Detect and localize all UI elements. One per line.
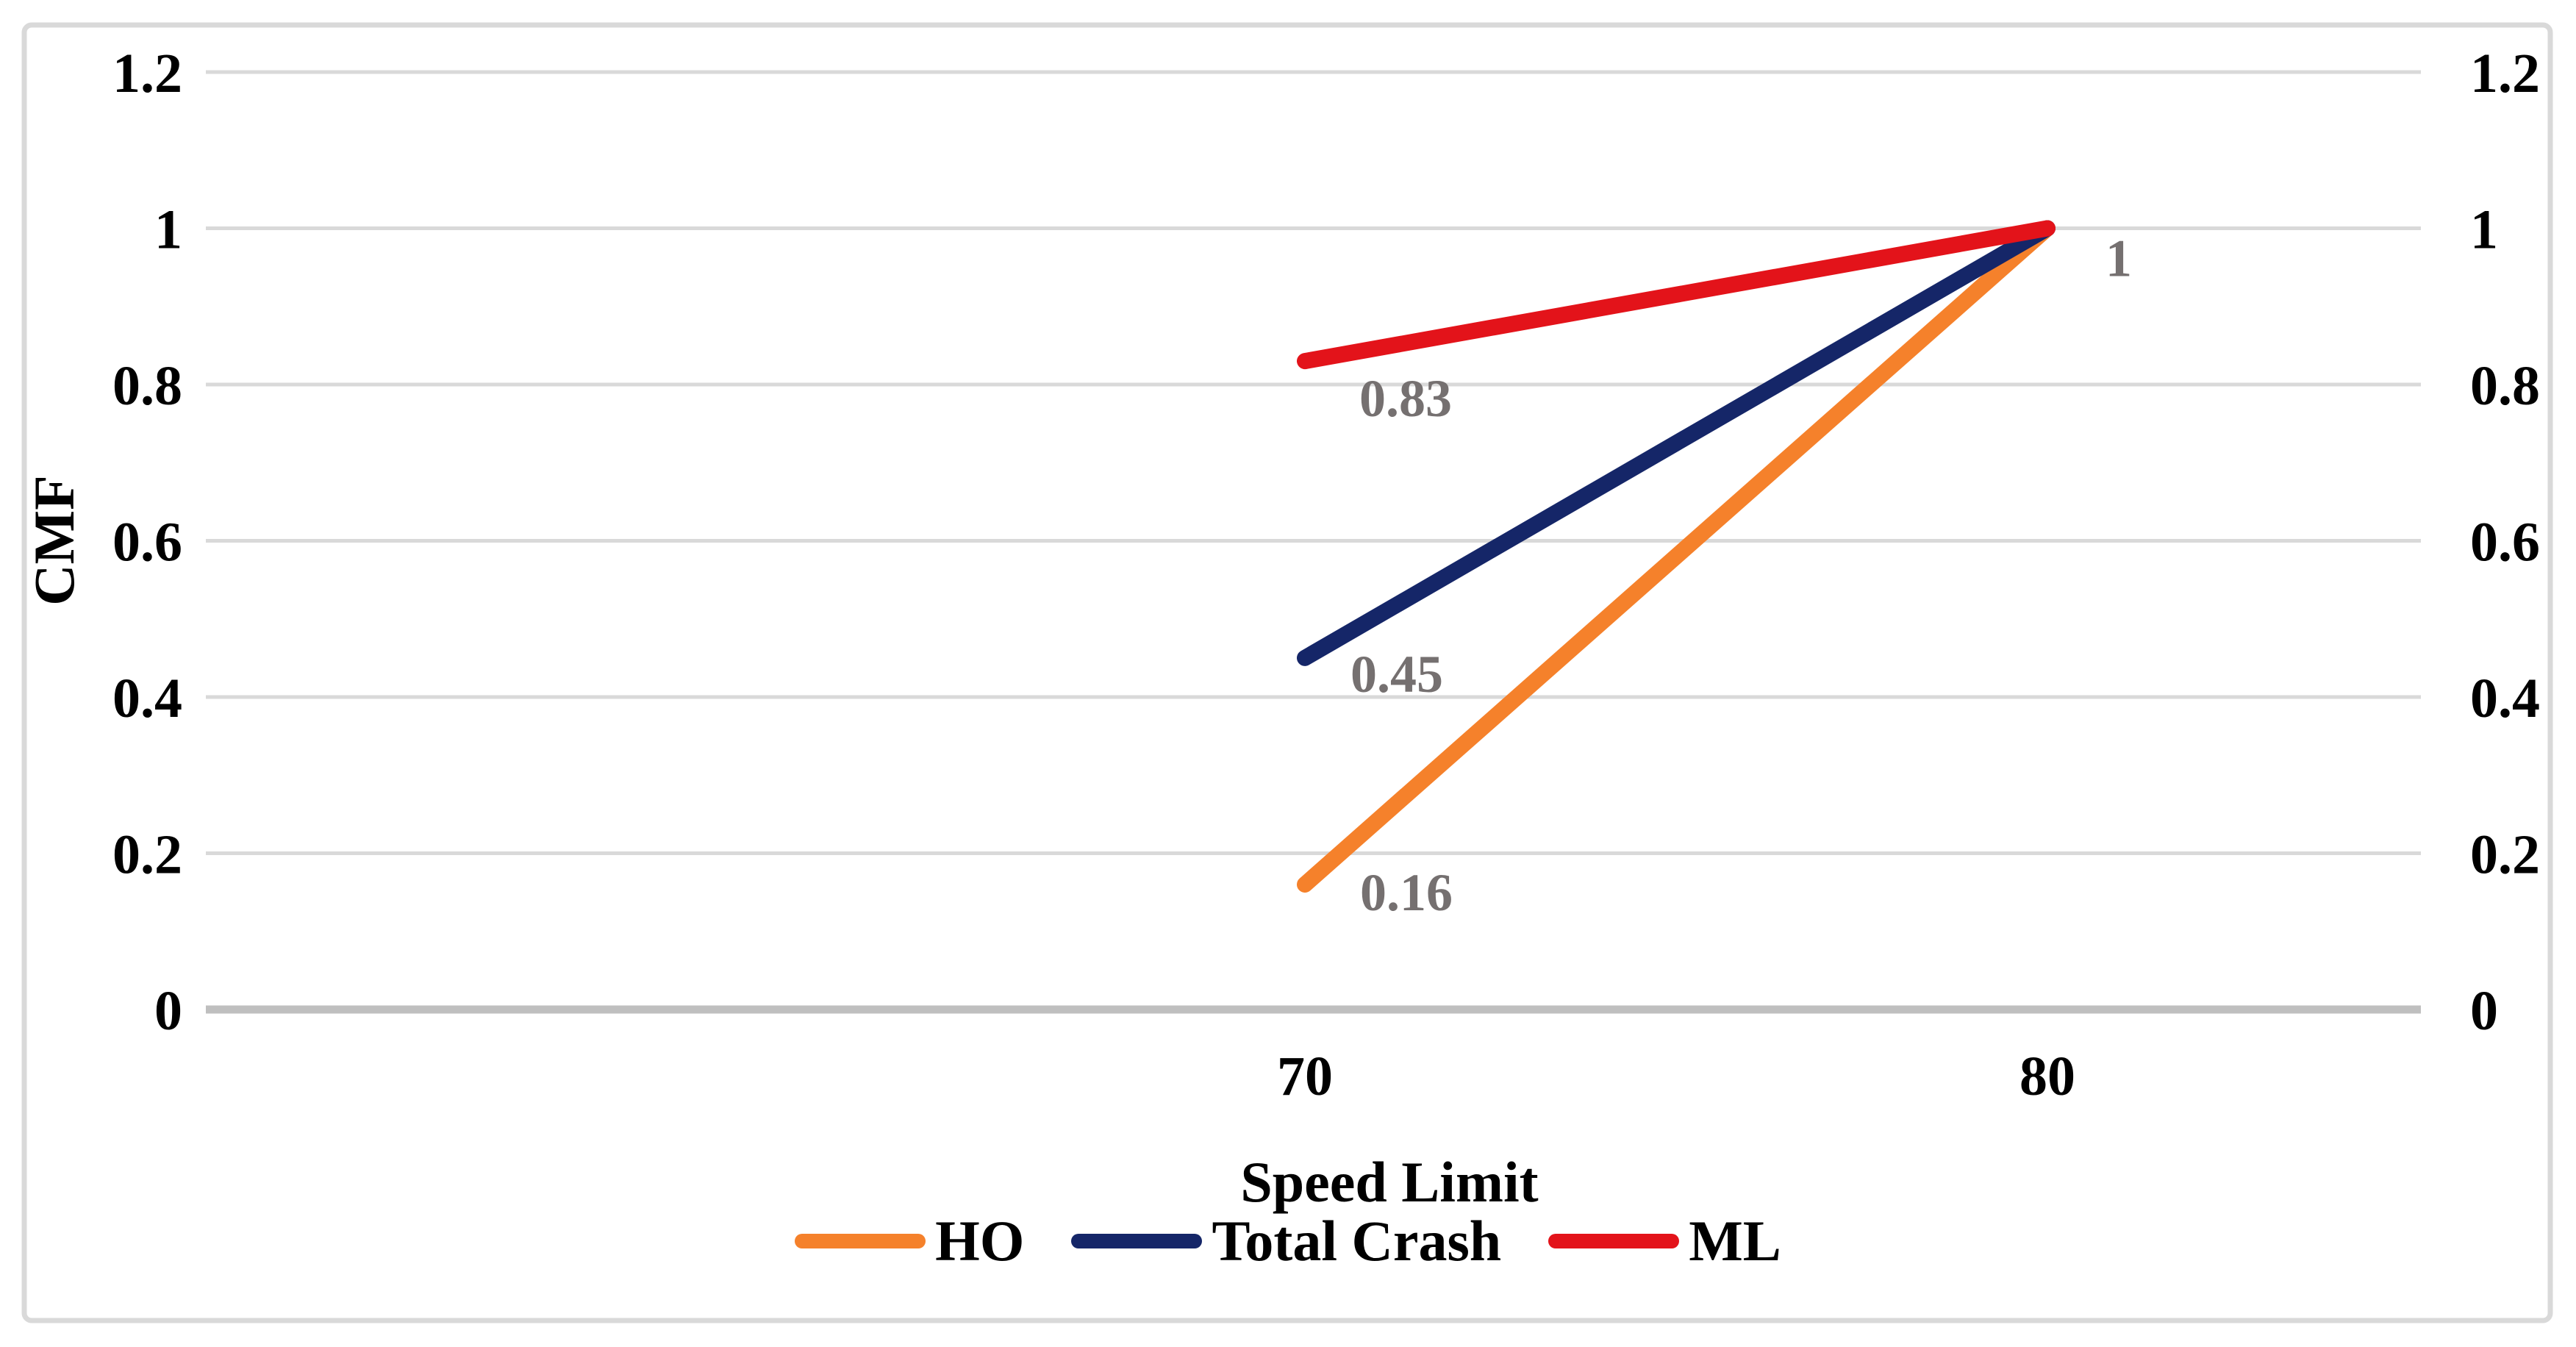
y-tick-right-0.8: 0.8 [2470,355,2540,417]
y-axis-ticks-right: 0 0.2 0.4 0.6 0.8 1 1.2 [2470,43,2540,1042]
series-line-ml [1297,220,2056,370]
y-tick-right-0: 0 [2470,980,2498,1042]
legend-swatch-icon [1071,1234,1203,1248]
legend-item-total-crash: Total Crash [1071,1212,1501,1270]
chart-border [21,22,2553,1323]
legend-swatch-icon [795,1234,926,1248]
y-tick-left-0.6: 0.6 [112,512,182,574]
x-axis-ticks: 70 80 [1277,1046,2075,1107]
legend: HO Total Crash ML [0,1206,2576,1276]
data-labels: 0.16 0.45 0.83 1 [1350,229,2132,923]
series-line-total-crash [1297,220,2056,666]
y-tick-left-0.2: 0.2 [112,824,182,886]
y-tick-left-0.4: 0.4 [112,668,182,729]
y-axis-ticks-left: 0 0.2 0.4 0.6 0.8 1 1.2 [112,43,182,1042]
y-tick-right-0.4: 0.4 [2470,668,2540,729]
x-tick-70: 70 [1277,1046,1333,1107]
gridlines [206,70,2421,1014]
legend-label: Total Crash [1212,1209,1502,1273]
legend-label: ML [1689,1209,1781,1273]
legend-item-ml: ML [1548,1212,1781,1270]
data-label-0.16: 0.16 [1360,863,1453,922]
series-line-ho [1297,220,2056,893]
y-tick-right-0.2: 0.2 [2470,824,2540,886]
y-tick-right-1: 1 [2470,199,2498,261]
y-tick-left-1.2: 1.2 [112,43,182,104]
data-label-0.83: 0.83 [1359,369,1452,428]
legend-label: HO [935,1209,1025,1273]
x-tick-80: 80 [2019,1046,2075,1107]
series-lines [1297,220,2056,893]
y-tick-right-1.2: 1.2 [2470,43,2540,104]
y-tick-right-0.6: 0.6 [2470,512,2540,574]
legend-item-ho: HO [795,1212,1024,1270]
y-tick-left-1: 1 [154,199,182,261]
data-label-0.45: 0.45 [1350,645,1443,704]
legend-swatch-icon [1548,1234,1680,1248]
x-axis-title: Speed Limit [1240,1150,1538,1214]
data-label-1: 1 [2105,229,2132,288]
y-axis-title: CMF [22,475,86,606]
y-tick-left-0: 0 [154,980,182,1042]
y-tick-left-0.8: 0.8 [112,355,182,417]
